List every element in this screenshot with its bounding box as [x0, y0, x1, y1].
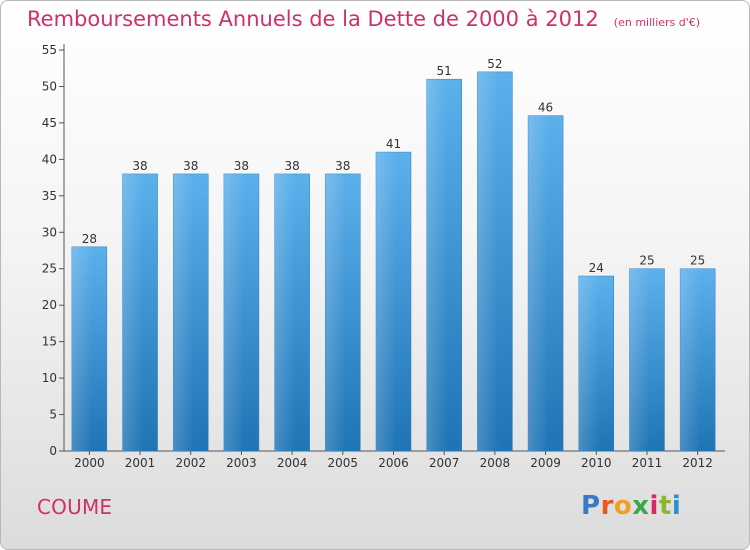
x-tick-label: 2007 — [429, 456, 460, 470]
logo-letter: i — [671, 491, 682, 521]
commune-name: COUME — [37, 495, 113, 519]
x-tick-label: 2001 — [125, 456, 156, 470]
chart-title-row: Remboursements Annuels de la Dette de 20… — [27, 7, 700, 31]
data-label: 38 — [132, 159, 147, 173]
x-tick-label: 2010 — [581, 456, 612, 470]
logo-letter: o — [613, 491, 633, 521]
x-tick-label: 2003 — [226, 456, 257, 470]
bar-highlight — [173, 173, 209, 452]
data-label: 38 — [183, 159, 198, 173]
bar-series — [71, 71, 716, 452]
bar-highlight — [680, 268, 716, 451]
bar-highlight — [528, 115, 564, 452]
bar-highlight — [578, 276, 614, 451]
x-tick-label: 2005 — [328, 456, 359, 470]
bar-highlight — [376, 152, 411, 451]
bar-highlight — [71, 246, 107, 451]
x-tick-label: 2012 — [682, 456, 713, 470]
proxiti-logo: Proxiti — [581, 491, 681, 521]
x-tick-label: 2002 — [175, 456, 206, 470]
bar-highlight — [426, 79, 462, 451]
y-tick-label: 45 — [42, 116, 57, 130]
data-label: 25 — [690, 254, 705, 268]
logo-letter: i — [649, 491, 659, 521]
logo-letter: x — [632, 491, 650, 521]
x-tick-label: 2009 — [530, 456, 561, 470]
logo-letter: r — [600, 491, 614, 521]
y-tick-label: 50 — [42, 79, 57, 93]
bar-highlight — [122, 173, 158, 452]
x-tick-label: 2000 — [74, 456, 105, 470]
data-label: 38 — [234, 159, 249, 173]
bar-highlight — [223, 173, 259, 452]
bar-highlight — [629, 268, 665, 451]
data-label: 38 — [284, 159, 299, 173]
data-label: 24 — [589, 261, 604, 275]
x-tick-label: 2011 — [632, 456, 663, 470]
data-label: 46 — [538, 101, 553, 115]
y-tick-label: 25 — [42, 262, 57, 276]
x-tick-label: 2008 — [480, 456, 511, 470]
y-axis: 0 5 10 15 20 25 30 35 40 45 50 55 — [42, 43, 65, 458]
y-tick-label: 40 — [42, 152, 57, 166]
logo-letter: t — [658, 491, 672, 521]
y-tick-label: 30 — [42, 225, 57, 239]
chart-title: Remboursements Annuels de la Dette de 20… — [27, 7, 599, 31]
y-tick-label: 55 — [42, 43, 57, 57]
y-tick-label: 0 — [49, 444, 57, 458]
bar-highlight — [477, 71, 513, 451]
bar-highlight — [274, 173, 310, 452]
data-label: 38 — [335, 159, 350, 173]
y-tick-label: 5 — [49, 408, 57, 422]
data-label: 52 — [487, 57, 502, 71]
y-tick-label: 35 — [42, 189, 57, 203]
data-label: 51 — [437, 64, 452, 78]
y-tick-label: 10 — [42, 371, 57, 385]
x-axis: 2000 2001 2002 2003 2004 2005 2006 2007 2008 2009… — [64, 450, 725, 470]
y-tick-label: 15 — [42, 335, 57, 349]
data-label: 25 — [639, 254, 654, 268]
chart-subtitle: (en milliers d'€) — [613, 16, 701, 29]
data-label: 28 — [82, 232, 97, 246]
x-tick-label: 2004 — [277, 456, 308, 470]
x-tick-label: 2006 — [378, 456, 409, 470]
data-label: 41 — [386, 137, 401, 151]
logo-letter: P — [581, 491, 601, 521]
bar-highlight — [325, 173, 361, 452]
data-labels: 28 38 38 38 38 38 41 51 52 46 24 25 25 — [82, 57, 706, 275]
y-tick-label: 20 — [42, 298, 57, 312]
